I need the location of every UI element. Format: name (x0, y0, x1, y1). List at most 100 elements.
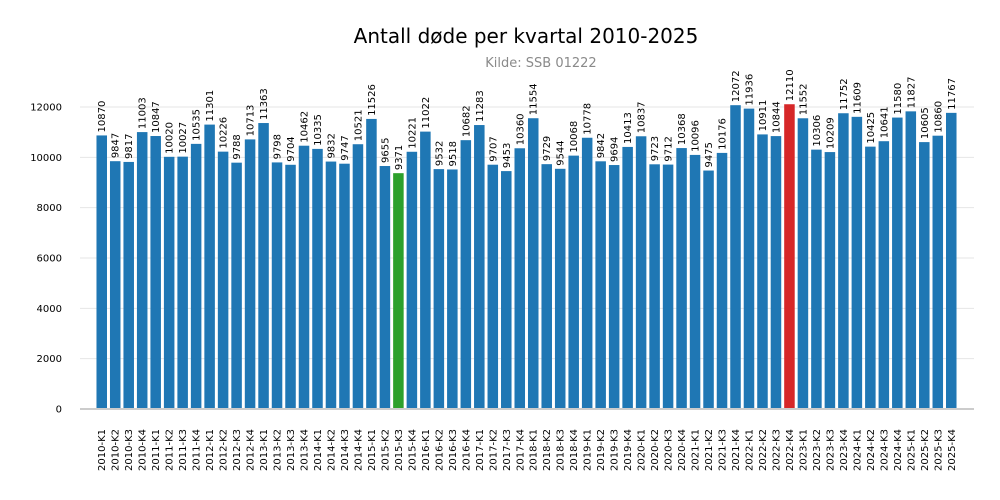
x-tick-label: 2011-K3 (178, 429, 189, 471)
bar-value-label: 9798 (273, 134, 284, 159)
bar-value-label: 11552 (798, 83, 809, 115)
x-tick-label: 2016-K2 (434, 429, 445, 471)
bar (298, 145, 310, 409)
bar (649, 164, 660, 409)
bar-value-label: 9694 (610, 137, 621, 162)
bar (878, 141, 890, 409)
bar-value-label: 10306 (812, 115, 823, 147)
bar-value-label: 9707 (488, 136, 499, 161)
bar (527, 118, 539, 409)
bar (730, 105, 741, 410)
bar-value-label: 11022 (421, 97, 432, 129)
bar (568, 155, 579, 409)
bar (366, 118, 377, 409)
x-tick-label: 2011-K4 (192, 429, 203, 471)
bar (204, 124, 215, 410)
bar-value-label: 9729 (542, 136, 553, 161)
x-tick-label: 2016-K1 (421, 429, 432, 471)
bar (244, 139, 256, 409)
bar (352, 144, 364, 409)
x-tick-label: 2020-K3 (664, 429, 675, 471)
bar (109, 161, 121, 409)
bar-value-label: 9847 (111, 133, 122, 158)
x-tick-label: 2019-K1 (583, 429, 594, 471)
bar-value-label: 10027 (178, 122, 189, 154)
x-tick-label: 2012-K4 (246, 429, 257, 471)
x-tick-label: 2024-K3 (879, 429, 890, 471)
y-axis-ticks: 0 2000 4000 6000 8000 10000 12000 (30, 103, 62, 416)
x-tick-label: 2013-K1 (259, 429, 270, 471)
x-tick-label: 2021-K3 (718, 429, 729, 471)
bar (635, 136, 647, 409)
y-tick-label: 2000 (37, 354, 62, 365)
bar (217, 151, 229, 409)
bar (325, 161, 337, 409)
x-tick-label: 2025-K3 (933, 429, 944, 471)
x-tick-label: 2020-K1 (637, 429, 648, 471)
x-tick-label: 2019-K3 (610, 429, 621, 471)
bar (892, 117, 903, 409)
bar (501, 171, 512, 409)
x-tick-label: 2017-K4 (515, 429, 526, 471)
x-tick-label: 2011-K2 (165, 429, 176, 471)
bar (541, 164, 552, 409)
bar (163, 156, 175, 409)
bar-value-label: 10682 (461, 105, 472, 137)
x-tick-label: 2019-K2 (596, 429, 607, 471)
bar-value-label: 10860 (933, 101, 944, 133)
bar (177, 156, 188, 409)
bar (123, 161, 134, 409)
x-tick-label: 2014-K2 (326, 429, 337, 471)
bar-value-label: 10360 (515, 113, 526, 145)
bar (420, 131, 431, 409)
x-tick-label: 2022-K1 (744, 429, 755, 471)
x-tick-label: 2020-K4 (677, 429, 688, 471)
bar-value-label: 11827 (906, 77, 917, 109)
x-tick-label: 2010-K2 (111, 429, 122, 471)
bar-value-label: 11363 (259, 88, 270, 120)
bar (865, 146, 876, 409)
x-tick-label: 2016-K4 (461, 429, 472, 471)
bar (824, 152, 836, 410)
bar (433, 169, 445, 409)
x-tick-label: 2023-K2 (812, 429, 823, 471)
bar-value-label: 10605 (920, 107, 931, 139)
x-tick-label: 2025-K1 (906, 429, 917, 471)
bar (662, 164, 674, 409)
bar-value-label: 10462 (300, 111, 311, 143)
bar-value-label: 10368 (677, 113, 688, 145)
x-tick-label: 2010-K1 (97, 429, 108, 471)
bar-value-label: 11752 (839, 78, 850, 110)
bar-value-label: 9544 (556, 140, 567, 165)
x-tick-label: 2015-K1 (367, 429, 378, 471)
bar (851, 116, 863, 410)
bar (945, 112, 957, 409)
bar-value-label: 10020 (165, 122, 176, 154)
bar-value-label: 10641 (879, 106, 890, 138)
bar (703, 170, 714, 409)
bar-value-label: 10425 (866, 112, 877, 144)
bar (150, 136, 161, 410)
bar-value-label: 9532 (434, 141, 445, 166)
y-tick-label: 6000 (37, 254, 62, 265)
bar (487, 164, 499, 409)
y-tick-label: 8000 (37, 203, 62, 214)
bar (716, 152, 728, 410)
bar (689, 154, 701, 409)
bar-value-label: 10535 (192, 109, 203, 141)
x-tick-label: 2022-K4 (785, 429, 796, 471)
x-tick-label: 2014-K1 (313, 429, 324, 471)
bar (474, 125, 485, 410)
bar (379, 166, 391, 409)
bar-value-label: 9723 (650, 136, 661, 161)
bar-value-label: 11767 (947, 78, 958, 110)
bar-value-label: 9832 (326, 133, 337, 158)
bar-value-label: 10226 (219, 117, 230, 149)
x-tick-label: 2015-K2 (380, 429, 391, 471)
chart-subtitle: Kilde: SSB 01222 (485, 56, 596, 71)
y-tick-label: 12000 (30, 103, 62, 114)
bar (460, 140, 472, 409)
bar-value-label: 10847 (151, 101, 162, 133)
x-tick-label: 2024-K4 (893, 429, 904, 471)
bar (757, 134, 768, 409)
